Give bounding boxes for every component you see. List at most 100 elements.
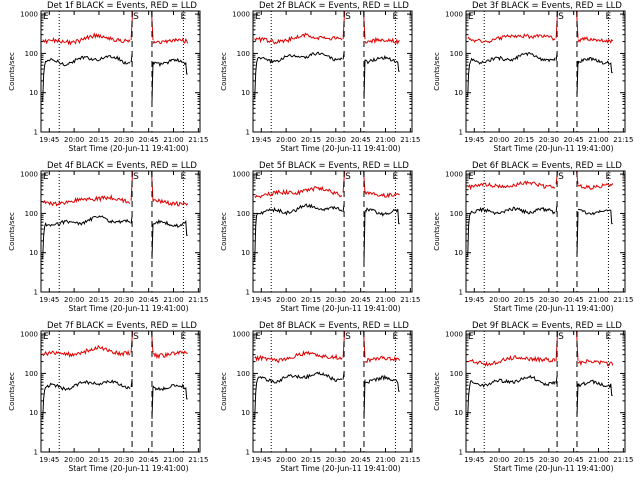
x-tick-label: 19:45 bbox=[251, 136, 271, 144]
end-marker: E bbox=[468, 332, 474, 342]
x-tick-label: 20:15 bbox=[514, 296, 534, 304]
y-tick-label: 1000 bbox=[445, 11, 463, 19]
y-tick-label: 10 bbox=[241, 249, 250, 257]
events-series-line bbox=[254, 51, 400, 99]
x-tick-label: 19:45 bbox=[39, 136, 59, 144]
x-axis-label: Start Time (20-Jun-11 19:41:00) bbox=[494, 144, 614, 153]
detector-panel: Det 1f BLACK = Events, RED = LLD Counts/s… bbox=[8, 1, 208, 153]
lld-series-line bbox=[467, 330, 614, 368]
x-tick-label: 20:15 bbox=[301, 456, 321, 464]
y-tick-label: 10 bbox=[29, 249, 38, 257]
x-tick-label: 19:45 bbox=[251, 296, 271, 304]
x-tick-label: 20:45 bbox=[139, 456, 159, 464]
start-marker: S bbox=[345, 332, 351, 342]
x-tick-label: 21:15 bbox=[613, 456, 633, 464]
x-tick-label: 20:30 bbox=[539, 456, 559, 464]
plot-frame bbox=[465, 330, 626, 453]
y-tick-label: 1 bbox=[246, 129, 250, 137]
x-tick-label: 20:30 bbox=[114, 136, 134, 144]
x-tick-label: 20:15 bbox=[514, 136, 534, 144]
y-axis-label: Counts/sec bbox=[433, 212, 441, 251]
y-tick-label: 10 bbox=[29, 89, 38, 97]
y-tick-label: 10 bbox=[454, 249, 463, 257]
x-tick-label: 20:00 bbox=[276, 136, 296, 144]
lld-series-line bbox=[467, 10, 614, 44]
panel-title: Det 5f BLACK = Events, RED = LLD bbox=[259, 161, 409, 171]
y-tick-label: 1 bbox=[34, 449, 38, 457]
y-tick-label: 10 bbox=[241, 409, 250, 417]
x-axis-label: Start Time (20-Jun-11 19:41:00) bbox=[494, 304, 614, 313]
y-axis-label: Counts/sec bbox=[8, 372, 16, 411]
start-marker: S bbox=[558, 172, 564, 182]
x-tick-label: 20:00 bbox=[489, 456, 509, 464]
end-marker: E bbox=[605, 332, 611, 342]
plot-frame bbox=[252, 10, 413, 133]
detector-panel: Det 2f BLACK = Events, RED = LLD Counts/s… bbox=[220, 1, 420, 153]
detector-panel: Det 3f BLACK = Events, RED = LLD Counts/s… bbox=[433, 1, 633, 153]
x-tick-label: 20:00 bbox=[276, 296, 296, 304]
end-marker: E bbox=[605, 12, 611, 22]
start-marker: S bbox=[133, 172, 139, 182]
start-marker: S bbox=[133, 12, 139, 22]
y-tick-label: 100 bbox=[237, 50, 250, 58]
detector-panel: Det 5f BLACK = Events, RED = LLD Counts/s… bbox=[220, 161, 420, 313]
x-tick-label: 20:15 bbox=[301, 136, 321, 144]
end-marker: E bbox=[180, 332, 186, 342]
lld-series-line bbox=[254, 330, 401, 364]
x-tick-label: 20:15 bbox=[89, 456, 109, 464]
x-tick-label: 20:00 bbox=[489, 296, 509, 304]
x-tick-label: 21:00 bbox=[375, 456, 395, 464]
detector-panel: Det 8f BLACK = Events, RED = LLD Counts/s… bbox=[220, 321, 420, 473]
y-tick-label: 1000 bbox=[232, 171, 250, 179]
x-tick-label: 20:45 bbox=[564, 456, 584, 464]
start-marker: S bbox=[133, 332, 139, 342]
detector-panel: Det 7f BLACK = Events, RED = LLD Counts/s… bbox=[8, 321, 208, 473]
x-axis-label: Start Time (20-Jun-11 19:41:00) bbox=[281, 304, 401, 313]
end-marker: E bbox=[255, 332, 261, 342]
plot-frame bbox=[40, 330, 201, 453]
x-tick-label: 20:00 bbox=[489, 136, 509, 144]
x-tick-label: 21:00 bbox=[588, 296, 608, 304]
y-axis-label: Counts/sec bbox=[433, 372, 441, 411]
end-marker: E bbox=[392, 332, 398, 342]
plot-frame bbox=[465, 10, 626, 133]
y-tick-label: 100 bbox=[237, 370, 250, 378]
x-tick-label: 20:30 bbox=[539, 136, 559, 144]
end-marker: E bbox=[255, 12, 261, 22]
events-series-line bbox=[467, 52, 613, 97]
x-tick-label: 20:00 bbox=[64, 296, 84, 304]
x-axis-label: Start Time (20-Jun-11 19:41:00) bbox=[281, 144, 401, 153]
panel-title: Det 4f BLACK = Events, RED = LLD bbox=[47, 161, 197, 171]
y-tick-label: 10 bbox=[454, 89, 463, 97]
x-tick-label: 20:45 bbox=[564, 296, 584, 304]
y-tick-label: 1000 bbox=[445, 331, 463, 339]
x-tick-label: 20:15 bbox=[301, 296, 321, 304]
x-tick-label: 21:00 bbox=[588, 136, 608, 144]
x-axis-label: Start Time (20-Jun-11 19:41:00) bbox=[69, 464, 189, 473]
x-tick-label: 21:00 bbox=[375, 136, 395, 144]
x-tick-label: 20:30 bbox=[326, 296, 346, 304]
panel-title: Det 2f BLACK = Events, RED = LLD bbox=[259, 1, 409, 11]
panel-title: Det 7f BLACK = Events, RED = LLD bbox=[47, 321, 197, 331]
x-tick-label: 21:15 bbox=[613, 136, 633, 144]
panel-title: Det 3f BLACK = Events, RED = LLD bbox=[472, 1, 622, 11]
x-tick-label: 20:30 bbox=[326, 456, 346, 464]
events-series-line bbox=[467, 203, 613, 257]
x-tick-label: 20:30 bbox=[114, 296, 134, 304]
x-tick-label: 20:30 bbox=[114, 456, 134, 464]
x-tick-label: 20:45 bbox=[139, 296, 159, 304]
x-tick-label: 20:30 bbox=[326, 136, 346, 144]
x-tick-label: 20:15 bbox=[514, 456, 534, 464]
y-tick-label: 1000 bbox=[20, 11, 38, 19]
x-tick-label: 21:00 bbox=[163, 136, 183, 144]
y-axis-label: Counts/sec bbox=[220, 372, 228, 411]
x-axis-label: Start Time (20-Jun-11 19:41:00) bbox=[69, 144, 189, 153]
panel-title: Det 9f BLACK = Events, RED = LLD bbox=[472, 321, 622, 331]
lld-series-line bbox=[42, 330, 188, 360]
y-tick-label: 1 bbox=[459, 289, 463, 297]
x-tick-label: 21:15 bbox=[400, 296, 420, 304]
y-tick-label: 1 bbox=[246, 289, 250, 297]
y-tick-label: 1 bbox=[459, 449, 463, 457]
x-tick-label: 20:45 bbox=[351, 296, 371, 304]
